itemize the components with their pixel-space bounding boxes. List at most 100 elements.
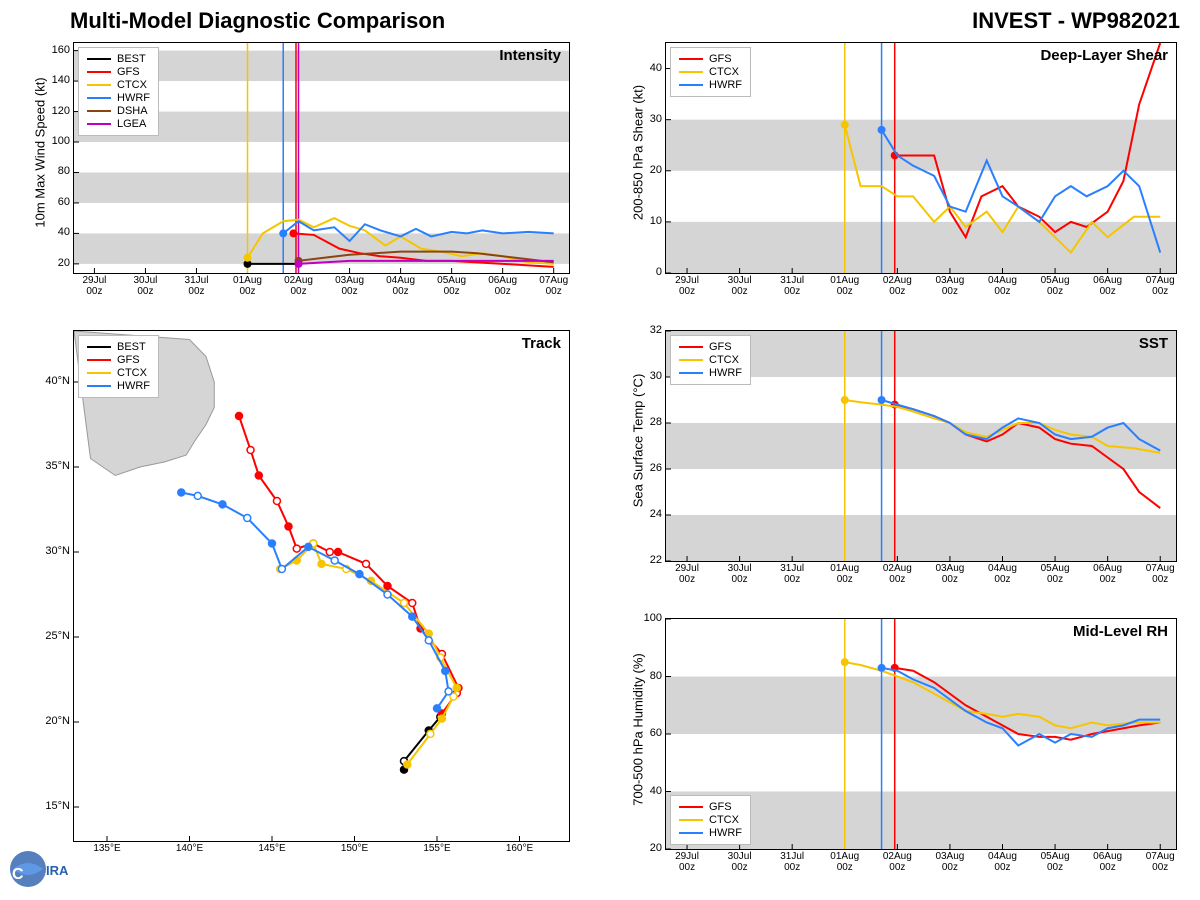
sst-title: SST xyxy=(1139,335,1168,352)
x-tick-label: 02Aug00z xyxy=(877,563,917,585)
x-tick-label: 31Jul00z xyxy=(772,851,812,873)
legend-item: HWRF xyxy=(679,827,742,839)
legend-item: CTCX xyxy=(679,354,742,366)
legend-item: DSHA xyxy=(87,105,150,117)
x-tick-label: 31Jul00z xyxy=(176,275,216,297)
legend-item: GFS xyxy=(679,341,742,353)
y-tick-label: 40 xyxy=(650,62,662,74)
x-tick-label: 07Aug00z xyxy=(1140,563,1180,585)
y-tick-label: 80 xyxy=(58,165,70,177)
y-tick-label: 160 xyxy=(52,44,70,56)
y-tick-label: 32 xyxy=(650,324,662,336)
legend-item: HWRF xyxy=(87,380,150,392)
shear-ylabel: 200-850 hPa Shear (kt) xyxy=(631,53,646,253)
y-tick-label: 20°N xyxy=(45,715,70,727)
y-tick-label: 28 xyxy=(650,416,662,428)
x-tick-label: 01Aug00z xyxy=(825,851,865,873)
panel-rh: Mid-Level RH GFSCTCXHWRF 2040608010029Ju… xyxy=(665,618,1177,850)
x-tick-label: 07Aug00z xyxy=(1140,851,1180,873)
sst-ylabel: Sea Surface Temp (°C) xyxy=(631,341,646,541)
x-tick-label: 29Jul00z xyxy=(74,275,114,297)
title-right: INVEST - WP982021 xyxy=(972,8,1180,34)
y-tick-label: 24 xyxy=(650,508,662,520)
x-tick-label: 29Jul00z xyxy=(667,851,707,873)
x-tick-label: 01Aug00z xyxy=(825,563,865,585)
y-tick-label: 30 xyxy=(650,370,662,382)
x-tick-label: 03Aug00z xyxy=(930,563,970,585)
panel-shear: Deep-Layer Shear GFSCTCXHWRF 01020304029… xyxy=(665,42,1177,274)
legend-item: CTCX xyxy=(87,79,150,91)
y-tick-label: 80 xyxy=(650,670,662,682)
legend-item: HWRF xyxy=(679,367,742,379)
y-tick-label: 20 xyxy=(650,842,662,854)
x-tick-label: 30Jul00z xyxy=(125,275,165,297)
title-left: Multi-Model Diagnostic Comparison xyxy=(70,8,445,34)
shear-legend: GFSCTCXHWRF xyxy=(670,47,751,97)
y-tick-label: 140 xyxy=(52,74,70,86)
legend-item: LGEA xyxy=(87,118,150,130)
x-tick-label: 05Aug00z xyxy=(1035,275,1075,297)
y-tick-label: 25°N xyxy=(45,630,70,642)
x-tick-label: 29Jul00z xyxy=(667,275,707,297)
y-tick-label: 100 xyxy=(52,135,70,147)
svg-text:C: C xyxy=(12,866,24,883)
legend-item: CTCX xyxy=(679,66,742,78)
y-tick-label: 15°N xyxy=(45,800,70,812)
y-tick-label: 30 xyxy=(650,113,662,125)
rh-ylabel: 700-500 hPa Humidity (%) xyxy=(631,630,646,830)
intensity-legend: BESTGFSCTCXHWRFDSHALGEA xyxy=(78,47,159,136)
y-tick-label: 30°N xyxy=(45,545,70,557)
panel-sst: SST GFSCTCXHWRF 22242628303229Jul00z30Ju… xyxy=(665,330,1177,562)
x-tick-label: 02Aug00z xyxy=(877,851,917,873)
x-tick-label: 145°E xyxy=(252,843,292,854)
rh-legend: GFSCTCXHWRF xyxy=(670,795,751,845)
legend-item: BEST xyxy=(87,53,150,65)
y-tick-label: 40 xyxy=(650,785,662,797)
track-legend: BESTGFSCTCXHWRF xyxy=(78,335,159,398)
x-tick-label: 01Aug00z xyxy=(228,275,268,297)
y-tick-label: 20 xyxy=(650,164,662,176)
y-tick-label: 22 xyxy=(650,554,662,566)
legend-item: BEST xyxy=(87,341,150,353)
x-tick-label: 06Aug00z xyxy=(1088,851,1128,873)
x-tick-label: 02Aug00z xyxy=(279,275,319,297)
x-tick-label: 150°E xyxy=(335,843,375,854)
x-tick-label: 05Aug00z xyxy=(432,275,472,297)
x-tick-label: 02Aug00z xyxy=(877,275,917,297)
x-tick-label: 04Aug00z xyxy=(982,275,1022,297)
legend-item: GFS xyxy=(679,801,742,813)
y-tick-label: 40 xyxy=(58,226,70,238)
intensity-title: Intensity xyxy=(499,47,561,64)
legend-item: CTCX xyxy=(679,814,742,826)
x-tick-label: 29Jul00z xyxy=(667,563,707,585)
x-tick-label: 07Aug00z xyxy=(534,275,574,297)
x-tick-label: 31Jul00z xyxy=(772,563,812,585)
x-tick-label: 155°E xyxy=(417,843,457,854)
y-tick-label: 60 xyxy=(58,196,70,208)
y-tick-label: 26 xyxy=(650,462,662,474)
y-tick-label: 10 xyxy=(650,215,662,227)
rh-title: Mid-Level RH xyxy=(1073,623,1168,640)
y-tick-label: 0 xyxy=(656,266,662,278)
x-tick-label: 04Aug00z xyxy=(381,275,421,297)
shear-title: Deep-Layer Shear xyxy=(1040,47,1168,64)
x-tick-label: 01Aug00z xyxy=(825,275,865,297)
x-tick-label: 135°E xyxy=(87,843,127,854)
x-tick-label: 04Aug00z xyxy=(982,563,1022,585)
x-tick-label: 05Aug00z xyxy=(1035,851,1075,873)
y-tick-label: 20 xyxy=(58,257,70,269)
legend-item: HWRF xyxy=(87,92,150,104)
x-tick-label: 31Jul00z xyxy=(772,275,812,297)
y-tick-label: 100 xyxy=(644,612,662,624)
legend-item: GFS xyxy=(87,66,150,78)
y-tick-label: 35°N xyxy=(45,460,70,472)
y-tick-label: 40°N xyxy=(45,375,70,387)
x-tick-label: 03Aug00z xyxy=(330,275,370,297)
sst-legend: GFSCTCXHWRF xyxy=(670,335,751,385)
y-tick-label: 120 xyxy=(52,105,70,117)
legend-item: GFS xyxy=(679,53,742,65)
legend-item: HWRF xyxy=(679,79,742,91)
x-tick-label: 30Jul00z xyxy=(720,851,760,873)
track-title: Track xyxy=(522,335,561,352)
panel-intensity: Intensity BESTGFSCTCXHWRFDSHALGEA 204060… xyxy=(73,42,570,274)
